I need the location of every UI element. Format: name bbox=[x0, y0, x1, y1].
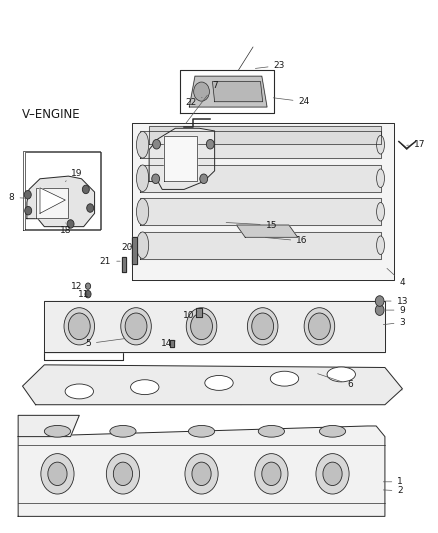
Ellipse shape bbox=[319, 425, 346, 437]
Ellipse shape bbox=[327, 367, 356, 382]
Text: 9: 9 bbox=[385, 305, 405, 314]
Circle shape bbox=[200, 174, 208, 183]
Ellipse shape bbox=[258, 425, 285, 437]
Text: 16: 16 bbox=[265, 237, 308, 246]
Circle shape bbox=[152, 140, 160, 149]
Polygon shape bbox=[141, 198, 381, 225]
Polygon shape bbox=[141, 132, 381, 158]
Circle shape bbox=[255, 454, 288, 494]
Circle shape bbox=[87, 204, 94, 212]
Circle shape bbox=[262, 462, 281, 486]
Ellipse shape bbox=[205, 375, 233, 390]
Circle shape bbox=[25, 206, 32, 215]
Circle shape bbox=[24, 190, 31, 199]
Polygon shape bbox=[22, 365, 403, 405]
Polygon shape bbox=[196, 308, 202, 317]
Polygon shape bbox=[27, 176, 95, 227]
Circle shape bbox=[192, 462, 211, 486]
Polygon shape bbox=[149, 128, 215, 189]
Circle shape bbox=[375, 296, 384, 306]
Polygon shape bbox=[164, 136, 197, 181]
Polygon shape bbox=[237, 225, 297, 237]
Polygon shape bbox=[122, 257, 127, 272]
Ellipse shape bbox=[137, 165, 149, 191]
Text: 4: 4 bbox=[387, 269, 405, 287]
Polygon shape bbox=[149, 126, 381, 144]
Ellipse shape bbox=[68, 313, 90, 340]
Text: 21: 21 bbox=[100, 257, 120, 265]
Text: 8: 8 bbox=[9, 193, 28, 202]
Polygon shape bbox=[170, 340, 174, 348]
Text: 14: 14 bbox=[161, 339, 175, 348]
Circle shape bbox=[48, 462, 67, 486]
Circle shape bbox=[375, 305, 384, 316]
Ellipse shape bbox=[247, 308, 278, 345]
Text: 22: 22 bbox=[185, 98, 202, 107]
Text: 11: 11 bbox=[78, 289, 89, 298]
Polygon shape bbox=[212, 82, 263, 102]
Polygon shape bbox=[40, 188, 65, 213]
Text: 6: 6 bbox=[318, 374, 353, 389]
Text: 10: 10 bbox=[183, 311, 197, 320]
Text: 3: 3 bbox=[383, 318, 405, 327]
Circle shape bbox=[85, 283, 91, 289]
Ellipse shape bbox=[304, 308, 335, 345]
Text: 5: 5 bbox=[85, 338, 124, 348]
Polygon shape bbox=[141, 165, 381, 191]
Text: 18: 18 bbox=[60, 223, 71, 235]
Polygon shape bbox=[189, 76, 267, 107]
Ellipse shape bbox=[64, 308, 95, 345]
Ellipse shape bbox=[191, 313, 212, 340]
Ellipse shape bbox=[186, 308, 217, 345]
Ellipse shape bbox=[137, 198, 149, 225]
Ellipse shape bbox=[44, 425, 71, 437]
Polygon shape bbox=[44, 301, 385, 352]
Polygon shape bbox=[18, 426, 385, 516]
Polygon shape bbox=[36, 188, 68, 217]
Ellipse shape bbox=[377, 203, 385, 221]
Text: 2: 2 bbox=[383, 486, 403, 495]
Text: 20: 20 bbox=[122, 244, 133, 253]
Ellipse shape bbox=[121, 308, 151, 345]
Text: 13: 13 bbox=[385, 296, 408, 305]
Ellipse shape bbox=[137, 132, 149, 158]
Text: 17: 17 bbox=[407, 140, 426, 149]
Text: 24: 24 bbox=[273, 97, 310, 106]
Circle shape bbox=[152, 174, 159, 183]
Ellipse shape bbox=[65, 384, 93, 399]
Text: 19: 19 bbox=[65, 169, 83, 181]
Text: 23: 23 bbox=[255, 61, 285, 70]
Ellipse shape bbox=[252, 313, 274, 340]
Circle shape bbox=[323, 462, 342, 486]
Ellipse shape bbox=[188, 425, 215, 437]
Circle shape bbox=[206, 140, 214, 149]
Text: 12: 12 bbox=[71, 281, 87, 290]
Circle shape bbox=[82, 185, 89, 193]
Polygon shape bbox=[132, 123, 394, 280]
Ellipse shape bbox=[308, 313, 330, 340]
Polygon shape bbox=[18, 415, 79, 437]
Ellipse shape bbox=[125, 313, 147, 340]
Circle shape bbox=[85, 290, 91, 298]
Text: 7: 7 bbox=[186, 81, 218, 124]
Ellipse shape bbox=[377, 135, 385, 154]
Polygon shape bbox=[141, 232, 381, 259]
Circle shape bbox=[113, 462, 133, 486]
Circle shape bbox=[106, 454, 140, 494]
Ellipse shape bbox=[137, 232, 149, 259]
Text: 15: 15 bbox=[226, 221, 277, 230]
Circle shape bbox=[41, 454, 74, 494]
Ellipse shape bbox=[131, 379, 159, 394]
Ellipse shape bbox=[270, 371, 299, 386]
Circle shape bbox=[185, 454, 218, 494]
Circle shape bbox=[316, 454, 349, 494]
Ellipse shape bbox=[377, 169, 385, 188]
Polygon shape bbox=[132, 237, 137, 264]
Circle shape bbox=[67, 220, 74, 228]
Ellipse shape bbox=[110, 425, 136, 437]
Ellipse shape bbox=[377, 236, 385, 255]
Circle shape bbox=[194, 82, 209, 101]
Text: 1: 1 bbox=[383, 478, 403, 486]
Text: V–ENGINE: V–ENGINE bbox=[21, 109, 80, 122]
